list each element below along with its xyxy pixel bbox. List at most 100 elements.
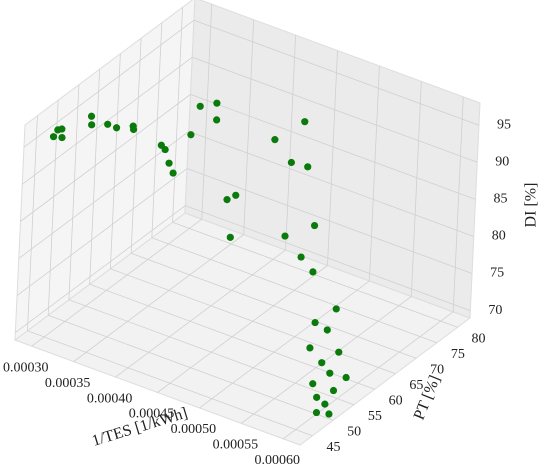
z-grid-line [15, 205, 186, 333]
point [223, 196, 231, 204]
point [213, 99, 221, 107]
point [187, 131, 195, 139]
point [313, 393, 321, 401]
y-grid-line [151, 22, 163, 238]
x-tick-label: 0.00060 [254, 453, 300, 468]
y-grid-line [151, 237, 437, 344]
x-tick-label: 0.00045 [129, 407, 175, 422]
y-tick-label: 45 [326, 440, 340, 455]
point [326, 369, 334, 377]
y-tick-label: 70 [430, 362, 444, 377]
point [335, 348, 343, 356]
x-grid-line [369, 65, 380, 281]
point [304, 163, 312, 171]
y-grid-line [130, 38, 142, 254]
z-grid-line [193, 19, 480, 126]
y-tick-label: 80 [472, 332, 486, 347]
left-pane [14, 0, 196, 342]
point [129, 125, 138, 134]
point [112, 124, 121, 132]
y-grid-line [48, 314, 334, 421]
point [318, 359, 326, 367]
point [169, 169, 177, 177]
point [58, 125, 66, 133]
z-tick-label: 70 [488, 303, 502, 318]
point [287, 158, 295, 167]
x-grid-line [243, 19, 255, 235]
point [87, 112, 96, 120]
point [165, 159, 173, 167]
z-tick-label: 95 [497, 117, 511, 132]
x-grid-line [31, 218, 203, 347]
y-grid-line [27, 115, 38, 331]
point [196, 102, 204, 110]
point [301, 118, 309, 126]
point [297, 253, 305, 261]
x-tick-label: 0.00050 [171, 422, 217, 437]
point [281, 232, 289, 240]
x-grid-line [327, 50, 338, 266]
labels: 0.000300.000350.000400.000450.000500.000… [3, 117, 511, 468]
z-grid-line [188, 131, 474, 237]
y-grid-line [172, 7, 183, 223]
point [306, 344, 314, 352]
point [104, 120, 112, 128]
y-grid-line [110, 268, 396, 375]
x-grid-line [452, 96, 464, 312]
point [226, 233, 234, 241]
z-grid-line [20, 94, 191, 222]
z-tick-label: 80 [492, 229, 506, 244]
point [309, 268, 317, 276]
y-grid-line [109, 53, 121, 269]
z-tick-label: 75 [490, 266, 504, 281]
z-grid-line [18, 131, 190, 259]
x-tick-label: 0.00055 [213, 438, 259, 453]
y-grid-line [68, 84, 80, 300]
y-tick-label: 75 [451, 347, 465, 362]
point [58, 133, 66, 142]
point [323, 326, 331, 334]
point [332, 305, 340, 313]
x-grid-line [199, 280, 370, 409]
point [321, 400, 329, 408]
z-grid-line [185, 205, 471, 311]
x-grid-line [73, 234, 244, 362]
z-grid-line [190, 94, 476, 200]
z-tick-label: 85 [494, 192, 508, 207]
y-grid-line [27, 330, 313, 437]
x-grid-line [410, 81, 422, 297]
y-grid-line [68, 299, 355, 406]
x-grid-line [241, 296, 412, 424]
x-grid-line [282, 311, 454, 440]
y-tick-label: 50 [347, 424, 361, 439]
x-tick-label: 0.00030 [3, 360, 49, 375]
points [49, 99, 350, 418]
x-tick-label: 0.00040 [87, 391, 133, 406]
y-grid-line [89, 69, 101, 285]
point [310, 221, 319, 230]
point [325, 410, 333, 418]
point [309, 380, 317, 388]
x-tick-label: 0.00035 [45, 376, 91, 391]
point [271, 136, 279, 144]
z-grid-line [23, 19, 195, 148]
point [161, 145, 169, 154]
y-tick-label: 65 [409, 378, 423, 393]
x-grid-line [115, 249, 286, 378]
point [49, 133, 58, 141]
point [311, 318, 319, 327]
x-grid-line [285, 35, 296, 251]
point [88, 121, 96, 129]
point [342, 373, 350, 382]
z-grid-line [186, 168, 473, 274]
y-tick-label: 60 [389, 393, 403, 408]
point [329, 386, 338, 395]
point [232, 191, 240, 199]
z-grid-line [192, 56, 478, 163]
z-grid-line [16, 168, 188, 296]
point [213, 116, 221, 124]
z-axis-label: DI [%] [523, 183, 540, 228]
z-tick-label: 90 [495, 155, 509, 170]
grid [15, 4, 480, 440]
